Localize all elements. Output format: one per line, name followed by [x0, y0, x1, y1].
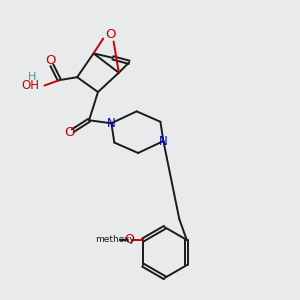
Text: O: O	[105, 28, 115, 41]
Text: N: N	[107, 117, 116, 130]
Text: O: O	[64, 126, 75, 139]
Text: O: O	[45, 54, 56, 67]
Text: O: O	[125, 233, 134, 246]
Text: methoxy: methoxy	[95, 236, 135, 244]
Text: N: N	[159, 135, 168, 148]
Text: OH: OH	[21, 79, 39, 92]
Text: H: H	[28, 72, 36, 82]
